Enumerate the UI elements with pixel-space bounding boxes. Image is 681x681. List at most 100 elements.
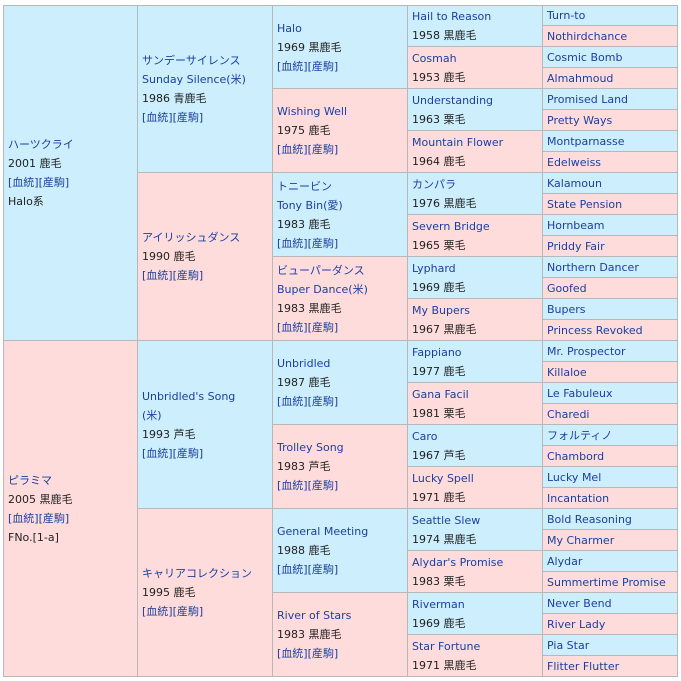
- pedigree-links[interactable]: [血統][産駒]: [277, 563, 339, 576]
- horse-name[interactable]: Summertime Promise: [547, 575, 666, 589]
- horse-name[interactable]: Halo: [277, 21, 302, 35]
- pedigree-links[interactable]: [血統][産駒]: [142, 605, 204, 618]
- horse-name[interactable]: Caro: [412, 429, 438, 443]
- horse-name[interactable]: Lucky Spell: [412, 471, 474, 485]
- pedigree-cell: Pretty Ways: [542, 109, 678, 131]
- horse-name[interactable]: Princess Revoked: [547, 323, 643, 337]
- horse-name[interactable]: Mr. Prospector: [547, 344, 626, 358]
- horse-name-en[interactable]: (米): [142, 408, 162, 422]
- horse-name[interactable]: State Pension: [547, 197, 623, 211]
- birth-info: 1983 芦毛: [277, 460, 331, 473]
- horse-name[interactable]: River of Stars: [277, 609, 352, 622]
- horse-name[interactable]: Severn Bridge: [412, 219, 490, 233]
- pedigree-links[interactable]: [血統][産駒]: [277, 320, 339, 334]
- horse-name[interactable]: Charedi: [547, 407, 590, 421]
- horse-name[interactable]: Kalamoun: [547, 176, 602, 190]
- birth-info: 1969 鹿毛: [412, 280, 466, 294]
- horse-name[interactable]: My Bupers: [412, 303, 471, 317]
- horse-name[interactable]: Hornbeam: [547, 218, 605, 232]
- horse-name[interactable]: Seattle Slew: [412, 513, 481, 527]
- pedigree-links[interactable]: [血統][産駒]: [142, 269, 204, 282]
- horse-name[interactable]: Chambord: [547, 449, 605, 463]
- horse-name[interactable]: アイリッシュダンス: [142, 231, 241, 244]
- birth-info: 1987 鹿毛: [277, 376, 331, 389]
- horse-name[interactable]: Cosmic Bomb: [547, 50, 623, 64]
- horse-name[interactable]: Flitter Flutter: [547, 659, 620, 673]
- horse-name[interactable]: ビューパーダンス: [277, 263, 365, 277]
- horse-name[interactable]: Killaloe: [547, 365, 587, 379]
- horse-name[interactable]: Fappiano: [412, 345, 462, 359]
- horse-name[interactable]: Almahmoud: [547, 71, 614, 85]
- horse-name[interactable]: Gana Facil: [412, 387, 469, 401]
- pedigree-cell: Never Bend: [542, 592, 678, 614]
- horse-name-en[interactable]: Buper Dance(米): [277, 282, 368, 296]
- birth-info: 1976 黒鹿毛: [412, 196, 477, 210]
- pedigree-cell: Lyphard 1969 鹿毛: [407, 256, 543, 299]
- horse-name[interactable]: Never Bend: [547, 596, 612, 610]
- horse-name[interactable]: Pia Star: [547, 638, 590, 652]
- horse-name[interactable]: Incantation: [547, 491, 610, 505]
- pedigree-cell: Gana Facil 1981 栗毛: [407, 382, 543, 425]
- pedigree-cell: Bold Reasoning: [542, 508, 678, 530]
- horse-name[interactable]: Bold Reasoning: [547, 512, 632, 526]
- pedigree-links[interactable]: [血統][産駒]: [142, 111, 204, 124]
- pedigree-links[interactable]: [血統][産駒]: [277, 59, 339, 73]
- horse-name[interactable]: トニービン: [277, 179, 332, 193]
- horse-name[interactable]: Promised Land: [547, 92, 629, 106]
- horse-name[interactable]: My Charmer: [547, 533, 615, 547]
- pedigree-cell: My Charmer: [542, 529, 678, 551]
- horse-name[interactable]: キャリアコレクション: [142, 567, 252, 580]
- horse-name[interactable]: Northern Dancer: [547, 260, 639, 274]
- horse-name[interactable]: Goofed: [547, 281, 587, 295]
- pedigree-links[interactable]: [血統][産駒]: [8, 176, 70, 189]
- horse-name[interactable]: Turn-to: [547, 9, 586, 22]
- horse-name[interactable]: カンパラ: [412, 177, 456, 191]
- horse-name[interactable]: Pretty Ways: [547, 113, 613, 127]
- horse-name[interactable]: General Meeting: [277, 525, 369, 538]
- pedigree-cell: Trolley Song 1983 芦毛 [血統][産駒]: [272, 424, 408, 509]
- horse-name[interactable]: Alydar's Promise: [412, 555, 504, 569]
- horse-name-en[interactable]: Sunday Silence(米): [142, 73, 246, 86]
- horse-name[interactable]: Bupers: [547, 302, 586, 316]
- horse-name[interactable]: Unbridled's Song: [142, 389, 236, 403]
- horse-name[interactable]: Montparnasse: [547, 134, 625, 148]
- horse-name-en[interactable]: Tony Bin(愛): [277, 198, 343, 212]
- horse-name[interactable]: Trolley Song: [277, 441, 344, 454]
- birth-info: 1975 鹿毛: [277, 124, 331, 137]
- horse-name[interactable]: Unbridled: [277, 357, 331, 370]
- pedigree-links[interactable]: [血統][産駒]: [8, 511, 70, 525]
- horse-name[interactable]: Priddy Fair: [547, 239, 605, 253]
- horse-name[interactable]: ピラミマ: [8, 473, 52, 487]
- horse-name[interactable]: Nothirdchance: [547, 29, 628, 43]
- horse-name[interactable]: サンデーサイレンス: [142, 54, 241, 67]
- pedigree-cell: Mr. Prospector: [542, 340, 678, 362]
- horse-name[interactable]: フォルティノ: [547, 428, 613, 442]
- pedigree-links[interactable]: [血統][産駒]: [277, 395, 339, 408]
- horse-name[interactable]: Cosmah: [412, 51, 457, 65]
- pedigree-links[interactable]: [血統][産駒]: [277, 236, 339, 250]
- pedigree-links[interactable]: [血統][産駒]: [277, 479, 339, 492]
- horse-name[interactable]: Mountain Flower: [412, 135, 504, 149]
- pedigree-cell: Lucky Mel: [542, 466, 678, 488]
- horse-name[interactable]: ハーツクライ: [8, 138, 74, 151]
- horse-name[interactable]: Hail to Reason: [412, 10, 492, 23]
- horse-name[interactable]: Wishing Well: [277, 105, 348, 118]
- pedigree-cell: Hornbeam: [542, 214, 678, 236]
- horse-name[interactable]: River Lady: [547, 617, 606, 631]
- horse-name[interactable]: Lyphard: [412, 261, 456, 275]
- horse-name[interactable]: Le Fabuleux: [547, 386, 613, 400]
- horse-name[interactable]: Riverman: [412, 597, 465, 611]
- pedigree-links[interactable]: [血統][産駒]: [142, 446, 204, 460]
- pedigree-links[interactable]: [血統][産駒]: [277, 647, 339, 660]
- horse-name[interactable]: Star Fortune: [412, 639, 481, 653]
- horse-name[interactable]: Edelweiss: [547, 155, 602, 169]
- birth-info: 1967 黒鹿毛: [412, 322, 477, 336]
- birth-info: 1986 青鹿毛: [142, 92, 207, 105]
- horse-name[interactable]: Alydar: [547, 554, 583, 568]
- pedigree-links[interactable]: [血統][産駒]: [277, 143, 339, 156]
- horse-name[interactable]: Understanding: [412, 93, 494, 107]
- pedigree-cell: Goofed: [542, 277, 678, 299]
- horse-name[interactable]: Lucky Mel: [547, 470, 602, 484]
